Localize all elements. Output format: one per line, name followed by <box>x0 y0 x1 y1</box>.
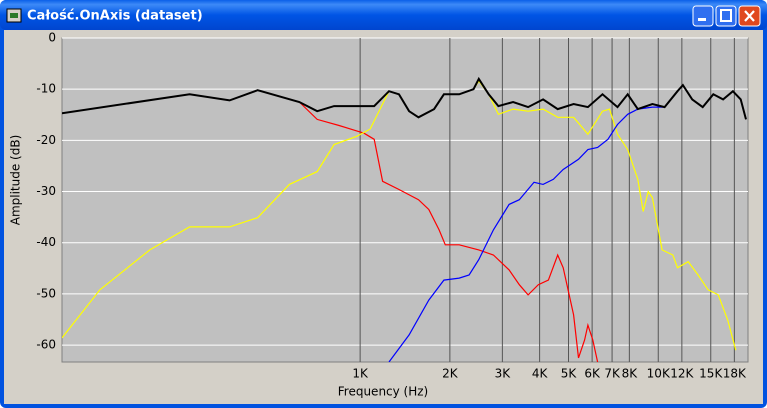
plot-background <box>61 37 749 363</box>
plot: 0 -10 -20 -30 -40 -50 -60 1K 2K 3K 4K 5K 6K 7K 8K 10K 12… <box>36 31 749 381</box>
series-line <box>62 89 599 362</box>
x-axis-label: Frequency (Hz) <box>338 385 429 399</box>
series-line <box>388 106 665 362</box>
x-tick-label: 4K <box>532 367 549 381</box>
x-tick-label: 1K <box>352 367 369 381</box>
y-tick-label: -40 <box>36 235 56 249</box>
y-tick-label: -60 <box>36 338 56 352</box>
close-button[interactable] <box>738 5 761 27</box>
x-tick-label: 15K <box>699 367 723 381</box>
maximize-button[interactable] <box>715 5 737 27</box>
x-tick-label: 2K <box>442 367 459 381</box>
y-tick-label: 0 <box>48 31 56 45</box>
y-tick-label: -10 <box>36 82 56 96</box>
y-tick-label: -20 <box>36 133 56 147</box>
series-line <box>62 76 747 120</box>
x-tick-label: 7K <box>604 367 621 381</box>
x-tick-label: 10K <box>647 367 671 381</box>
y-axis-label: Amplitude (dB) <box>9 135 23 226</box>
series-layer <box>62 76 747 362</box>
window-title: Całość.OnAxis (dataset) <box>27 9 203 24</box>
x-tick-label: 8K <box>622 367 639 381</box>
x-tick-label: 12K <box>670 367 694 381</box>
x-tick-label: 6K <box>584 367 601 381</box>
window-icon-glyph <box>10 13 18 18</box>
y-tick-label: -30 <box>36 184 56 198</box>
series-line <box>62 79 737 351</box>
x-tick-label: 3K <box>495 367 512 381</box>
y-tick-label: -50 <box>36 286 56 300</box>
minimize-button[interactable] <box>692 5 714 27</box>
x-tick-label: 5K <box>561 367 578 381</box>
title-bar <box>0 0 767 30</box>
x-tick-label: 18K <box>723 367 747 381</box>
